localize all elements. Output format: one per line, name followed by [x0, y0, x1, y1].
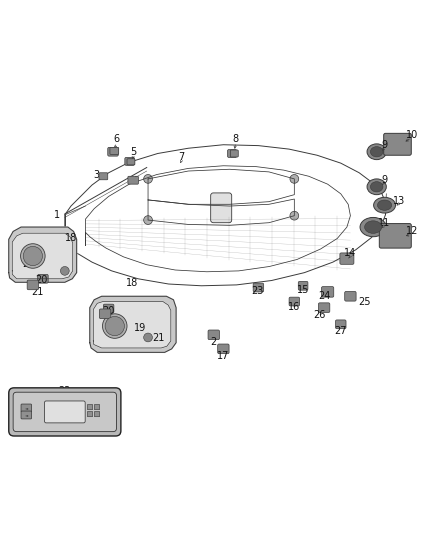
Text: 9: 9	[381, 140, 388, 150]
FancyBboxPatch shape	[289, 297, 300, 306]
Circle shape	[21, 244, 45, 268]
Circle shape	[290, 174, 299, 183]
FancyBboxPatch shape	[87, 405, 93, 410]
Polygon shape	[90, 296, 176, 352]
Ellipse shape	[374, 197, 396, 213]
Text: 1: 1	[54, 210, 60, 220]
Text: 6: 6	[113, 134, 119, 144]
Circle shape	[23, 246, 42, 265]
Ellipse shape	[367, 179, 386, 195]
FancyBboxPatch shape	[318, 303, 330, 312]
FancyBboxPatch shape	[21, 411, 32, 419]
Text: 15: 15	[297, 285, 309, 295]
FancyBboxPatch shape	[38, 274, 48, 283]
Text: 2: 2	[211, 337, 217, 347]
Text: 26: 26	[314, 310, 326, 320]
FancyBboxPatch shape	[321, 287, 334, 297]
Circle shape	[60, 266, 69, 275]
FancyBboxPatch shape	[208, 330, 219, 340]
Text: 21: 21	[22, 259, 35, 269]
Ellipse shape	[371, 147, 383, 157]
Text: 21: 21	[31, 287, 43, 297]
FancyBboxPatch shape	[345, 292, 356, 301]
Circle shape	[144, 333, 152, 342]
Text: 20: 20	[102, 306, 115, 316]
Text: 7: 7	[179, 152, 185, 162]
FancyBboxPatch shape	[21, 404, 32, 412]
Text: 5: 5	[131, 147, 137, 157]
Text: 9: 9	[381, 175, 388, 185]
FancyBboxPatch shape	[94, 411, 100, 417]
Polygon shape	[9, 227, 77, 282]
FancyBboxPatch shape	[27, 280, 39, 290]
FancyBboxPatch shape	[99, 309, 111, 319]
Text: 24: 24	[318, 291, 330, 301]
FancyBboxPatch shape	[125, 157, 134, 165]
Circle shape	[290, 211, 299, 220]
FancyBboxPatch shape	[218, 344, 229, 354]
Ellipse shape	[378, 200, 392, 211]
Text: 18: 18	[126, 278, 138, 288]
Text: 19: 19	[134, 323, 146, 333]
Text: ◄: ◄	[25, 413, 28, 417]
Ellipse shape	[371, 182, 383, 192]
Text: ◄: ◄	[25, 406, 28, 410]
FancyBboxPatch shape	[253, 283, 264, 292]
FancyBboxPatch shape	[99, 173, 108, 180]
FancyBboxPatch shape	[384, 133, 411, 155]
Polygon shape	[93, 302, 171, 348]
FancyBboxPatch shape	[13, 392, 117, 432]
Text: 12: 12	[406, 227, 418, 237]
FancyBboxPatch shape	[211, 193, 232, 223]
Ellipse shape	[360, 217, 386, 237]
FancyBboxPatch shape	[230, 150, 238, 157]
Circle shape	[102, 314, 127, 338]
Text: 14: 14	[344, 248, 357, 259]
Text: 21: 21	[152, 333, 165, 343]
Text: 21: 21	[104, 317, 117, 327]
Circle shape	[144, 216, 152, 224]
Text: 10: 10	[406, 130, 418, 140]
Text: 4: 4	[132, 176, 138, 186]
Text: 3: 3	[93, 169, 99, 180]
FancyBboxPatch shape	[94, 405, 100, 410]
FancyBboxPatch shape	[128, 176, 138, 184]
FancyBboxPatch shape	[87, 411, 93, 417]
FancyBboxPatch shape	[44, 401, 85, 423]
FancyBboxPatch shape	[336, 320, 346, 329]
Text: 22: 22	[59, 386, 71, 397]
Text: 25: 25	[358, 297, 371, 308]
FancyBboxPatch shape	[298, 281, 308, 290]
FancyBboxPatch shape	[103, 304, 114, 313]
FancyBboxPatch shape	[379, 223, 411, 248]
Text: 17: 17	[217, 351, 230, 361]
Text: 16: 16	[288, 302, 300, 312]
Text: 27: 27	[335, 326, 347, 336]
FancyBboxPatch shape	[127, 159, 135, 165]
Text: 13: 13	[393, 196, 406, 206]
Polygon shape	[12, 233, 73, 279]
FancyBboxPatch shape	[340, 253, 354, 264]
Text: 18: 18	[65, 233, 77, 244]
Text: 8: 8	[233, 134, 239, 144]
Ellipse shape	[364, 221, 381, 233]
Text: 19: 19	[31, 246, 43, 256]
FancyBboxPatch shape	[9, 388, 121, 436]
Ellipse shape	[367, 144, 386, 159]
Text: 20: 20	[35, 274, 48, 285]
Text: 11: 11	[378, 217, 391, 228]
FancyBboxPatch shape	[228, 150, 237, 157]
Circle shape	[144, 174, 152, 183]
FancyBboxPatch shape	[110, 147, 119, 155]
Text: 23: 23	[251, 286, 264, 296]
Circle shape	[105, 317, 124, 336]
FancyBboxPatch shape	[108, 147, 118, 156]
